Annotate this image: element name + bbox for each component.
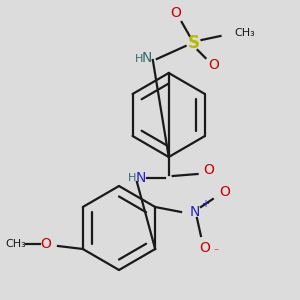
Text: H: H [128, 173, 136, 183]
Text: O: O [219, 185, 230, 199]
Text: O: O [170, 6, 181, 20]
Text: S: S [188, 34, 200, 52]
Text: O: O [40, 237, 52, 251]
Text: H: H [135, 54, 143, 64]
Text: O: O [200, 241, 210, 255]
Text: O: O [208, 58, 219, 72]
Text: CH₃: CH₃ [5, 239, 26, 249]
Text: CH₃: CH₃ [234, 28, 255, 38]
Text: +: + [201, 199, 209, 209]
Text: O: O [203, 163, 214, 177]
Text: N: N [142, 51, 152, 65]
Text: N: N [136, 171, 146, 185]
Text: ⁻: ⁻ [213, 247, 218, 257]
Text: N: N [190, 205, 200, 219]
